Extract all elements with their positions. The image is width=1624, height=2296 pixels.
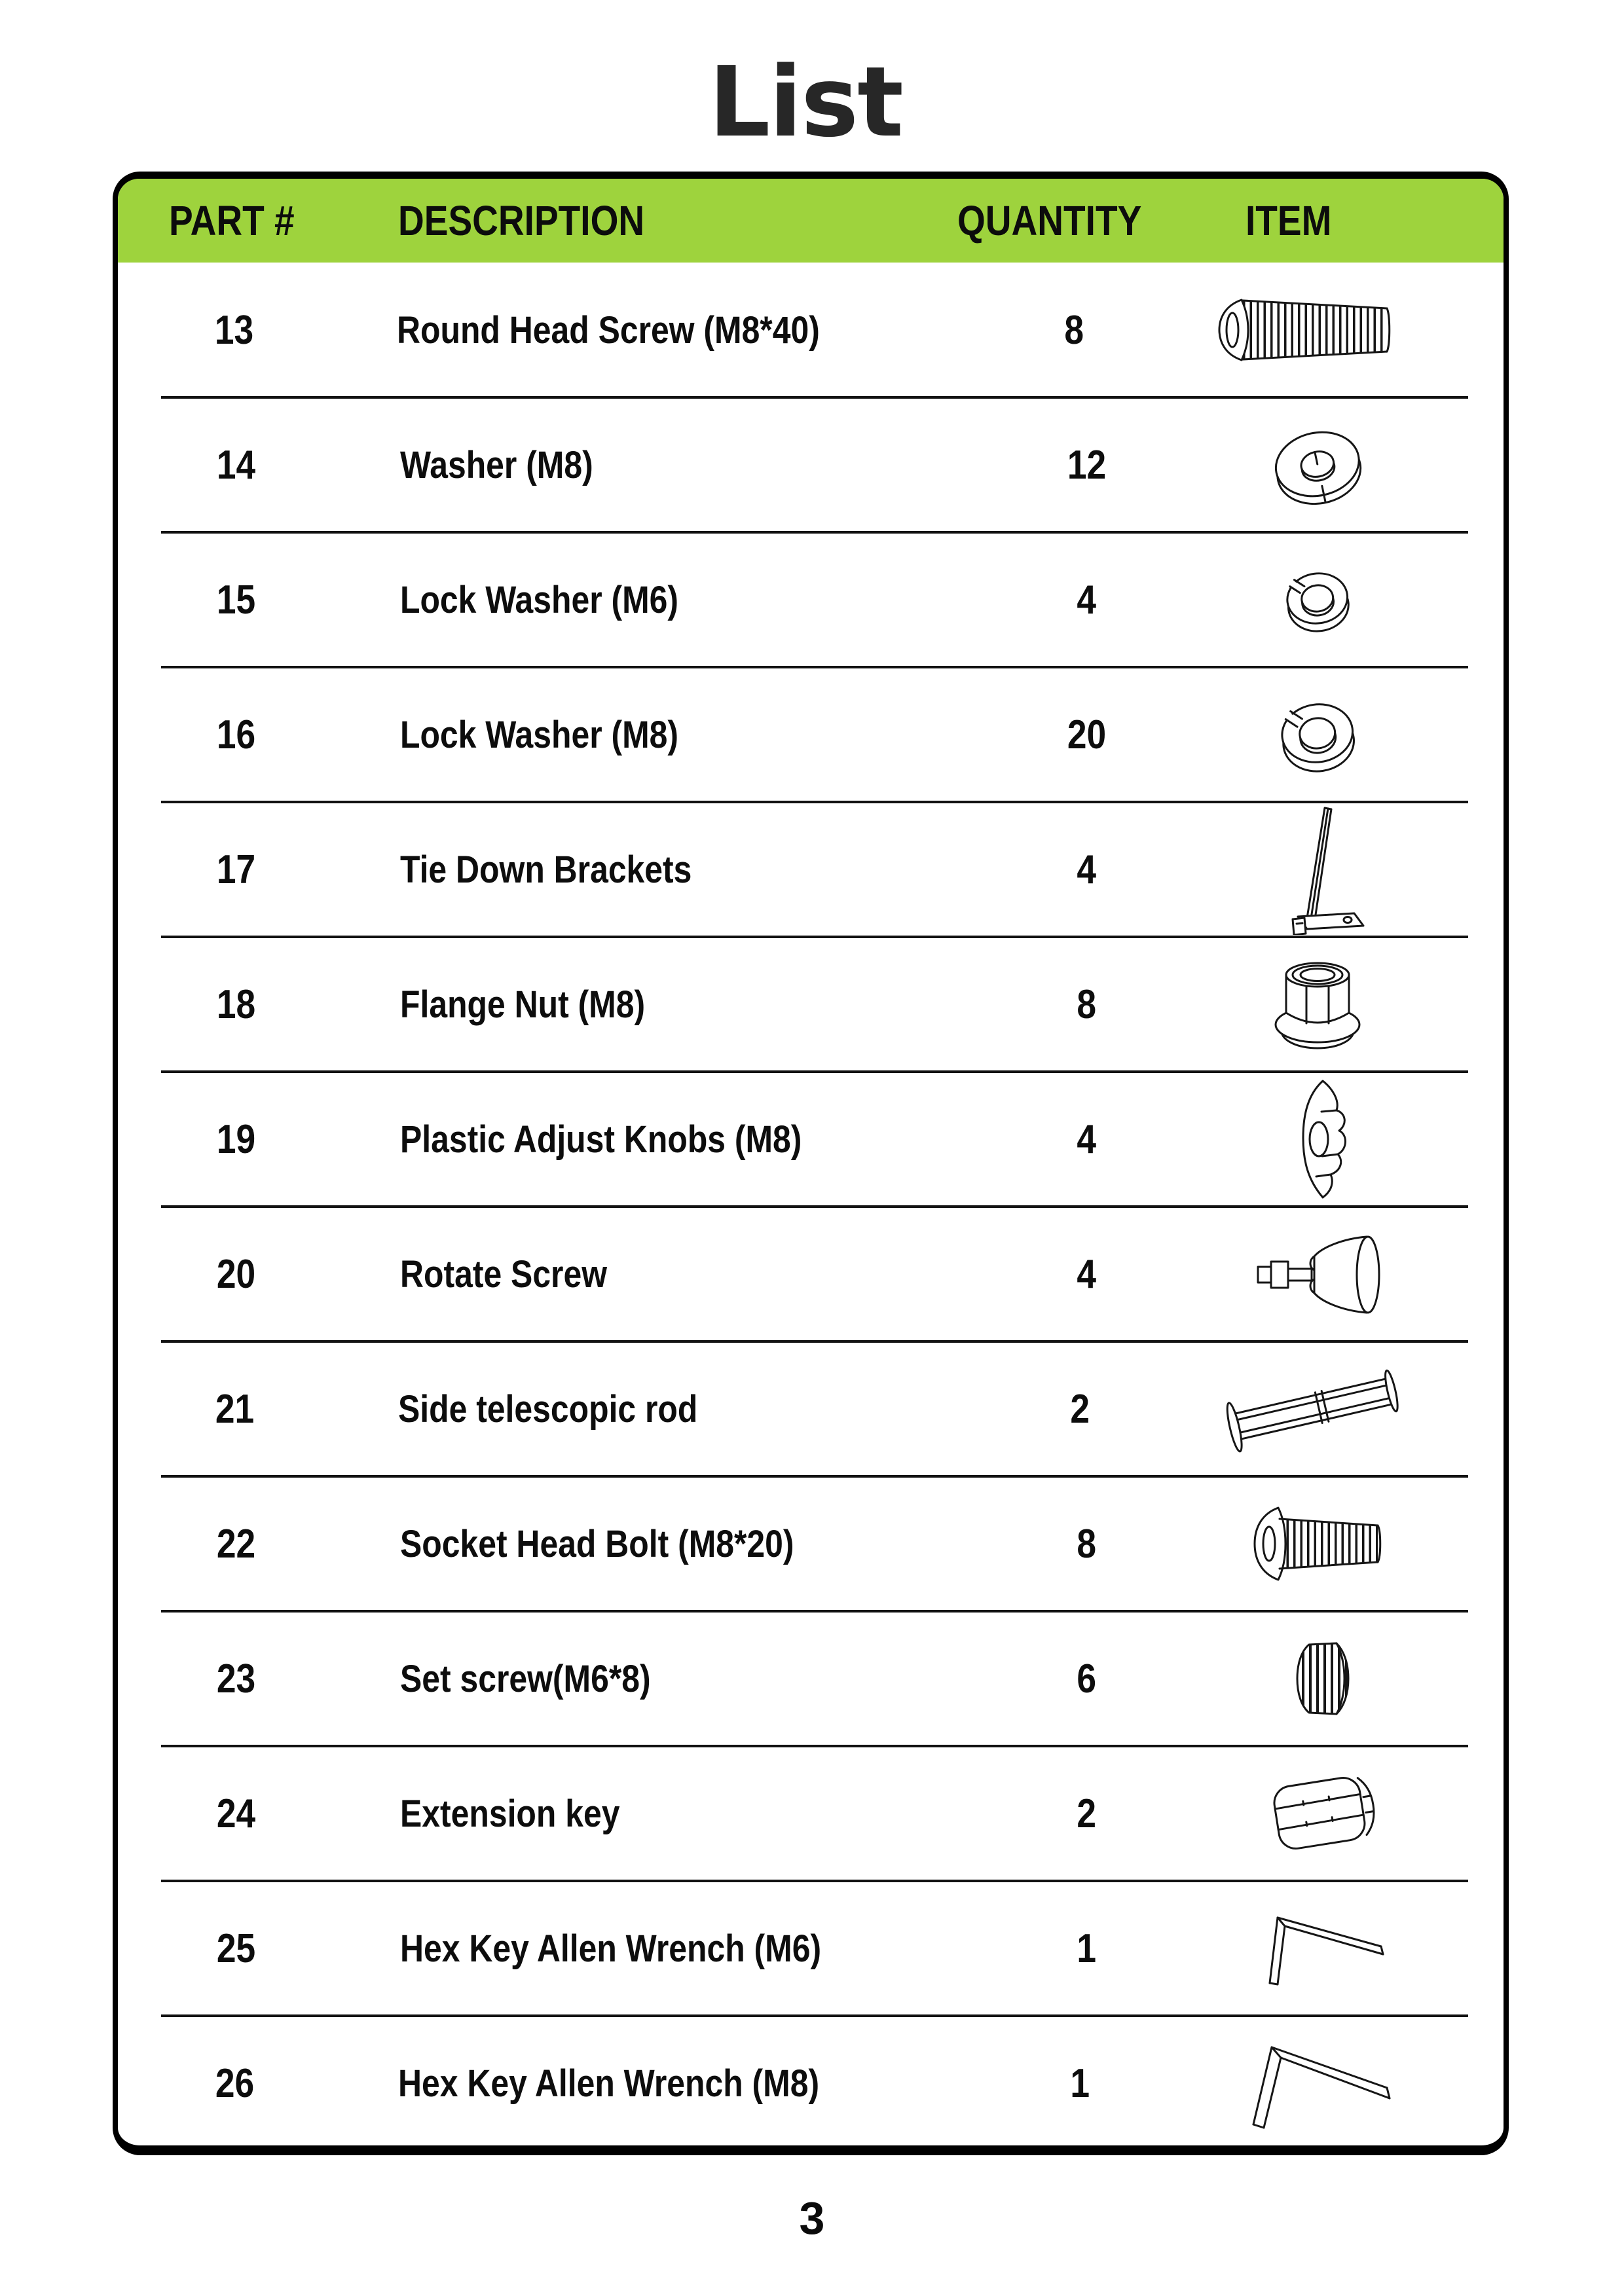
table-row: 23 Set screw(M6*8) 6 xyxy=(118,1611,1504,1747)
part-number: 13 xyxy=(214,307,254,353)
part-description: Set screw(M6*8) xyxy=(400,1657,651,1700)
part-description: Plastic Adjust Knobs (M8) xyxy=(400,1118,802,1161)
part-description: Side telescopic rod xyxy=(398,1387,698,1430)
set-screw-icon xyxy=(1296,1642,1350,1715)
table-row: 14 Washer (M8) 12 xyxy=(118,397,1504,534)
part-number: 23 xyxy=(216,1656,255,1702)
part-number: 15 xyxy=(216,577,255,623)
telescopic-rod-icon xyxy=(1226,1369,1399,1453)
part-item xyxy=(1223,1755,1504,1872)
part-quantity: 4 xyxy=(1077,1251,1097,1297)
table-row: 21 Side telescopic rod 2 xyxy=(118,1341,1504,1478)
hex-key-m6-icon xyxy=(1268,1916,1384,1986)
part-quantity: 2 xyxy=(1070,1386,1090,1432)
socket-head-bolt-icon xyxy=(1253,1506,1382,1580)
part-description: Flange Nut (M8) xyxy=(400,983,646,1026)
part-description: Rotate Screw xyxy=(400,1252,608,1296)
part-description: Lock Washer (M6) xyxy=(400,578,678,621)
part-number: 26 xyxy=(215,2060,255,2106)
part-item xyxy=(1223,1899,1504,1997)
table-row: 20 Rotate Screw 4 xyxy=(118,1207,1504,1343)
part-number: 17 xyxy=(216,847,255,892)
part-item xyxy=(1223,1490,1504,1598)
part-number: 22 xyxy=(216,1521,255,1567)
part-quantity: 4 xyxy=(1077,847,1097,892)
part-description: Washer (M8) xyxy=(400,443,593,486)
header-description: DESCRIPTION xyxy=(398,197,645,244)
part-quantity: 20 xyxy=(1067,712,1107,757)
part-quantity: 2 xyxy=(1077,1791,1097,1836)
part-item xyxy=(1223,679,1504,790)
table-header: PART # DESCRIPTION QUANTITY ITEM xyxy=(118,179,1504,263)
table-row: 13 Round Head Screw (M8*40) 8 xyxy=(118,263,1504,399)
table-row: 15 Lock Washer (M6) 4 xyxy=(118,532,1504,668)
table-row: 24 Extension key 2 xyxy=(118,1746,1504,1882)
table-body: 13 Round Head Screw (M8*40) 8 14 Washer … xyxy=(118,263,1504,2151)
part-item xyxy=(1223,1076,1504,1203)
parts-table: PART # DESCRIPTION QUANTITY ITEM 13 Roun… xyxy=(113,172,1509,2155)
part-description: Tie Down Brackets xyxy=(400,848,692,891)
lock-washer-m8-icon xyxy=(1281,703,1355,773)
part-number: 24 xyxy=(216,1791,255,1836)
part-item xyxy=(1223,804,1504,935)
part-description: Socket Head Bolt (M8*20) xyxy=(400,1522,794,1565)
page-number: 3 xyxy=(799,2193,825,2244)
flange-nut-icon xyxy=(1274,962,1361,1049)
header-item: ITEM xyxy=(1246,197,1332,244)
part-number: 14 xyxy=(216,442,255,488)
lock-washer-m6-icon xyxy=(1286,572,1350,632)
table-row: 19 Plastic Adjust Knobs (M8) 4 xyxy=(118,1072,1504,1208)
part-item xyxy=(1215,1357,1504,1461)
part-quantity: 12 xyxy=(1067,442,1107,488)
hex-key-m8-icon xyxy=(1252,2046,1391,2129)
washer-icon xyxy=(1274,431,1362,505)
rotate-screw-icon xyxy=(1257,1235,1380,1313)
part-number: 21 xyxy=(215,1386,255,1432)
part-quantity: 1 xyxy=(1070,2060,1090,2106)
table-row: 17 Tie Down Brackets 4 xyxy=(118,802,1504,938)
part-quantity: 8 xyxy=(1077,981,1097,1027)
header-part: PART # xyxy=(169,197,295,244)
part-number: 16 xyxy=(216,712,255,757)
header-quantity: QUANTITY xyxy=(957,197,1142,244)
table-row: 25 Hex Key Allen Wrench (M6) 1 xyxy=(118,1881,1504,2017)
table-row: 16 Lock Washer (M8) 20 xyxy=(118,667,1504,803)
part-number: 18 xyxy=(216,981,255,1027)
part-item xyxy=(1209,281,1504,379)
part-description: Round Head Screw (M8*40) xyxy=(397,308,820,352)
part-description: Hex Key Allen Wrench (M8) xyxy=(398,2062,820,2105)
part-quantity: 4 xyxy=(1077,577,1097,623)
part-description: Lock Washer (M8) xyxy=(400,713,678,756)
part-quantity: 4 xyxy=(1077,1116,1097,1162)
part-quantity: 6 xyxy=(1077,1656,1097,1702)
part-number: 20 xyxy=(216,1251,255,1297)
page-title: List xyxy=(709,46,904,158)
part-item xyxy=(1223,409,1504,520)
part-quantity: 8 xyxy=(1077,1521,1097,1567)
tie-down-bracket-icon xyxy=(1291,807,1365,935)
part-item xyxy=(1215,2028,1504,2139)
part-description: Extension key xyxy=(400,1792,620,1835)
round-head-screw-icon xyxy=(1218,299,1391,361)
part-item xyxy=(1223,1626,1504,1731)
table-row: 26 Hex Key Allen Wrench (M8) 1 xyxy=(118,2016,1504,2151)
part-quantity: 1 xyxy=(1077,1925,1097,1971)
table-row: 22 Socket Head Bolt (M8*20) 8 xyxy=(118,1476,1504,1613)
part-item xyxy=(1223,947,1504,1062)
part-number: 19 xyxy=(216,1116,255,1162)
part-number: 25 xyxy=(216,1925,255,1971)
part-item xyxy=(1223,547,1504,652)
adjust-knob-icon xyxy=(1302,1080,1346,1198)
part-item xyxy=(1223,1217,1504,1332)
table-row: 18 Flange Nut (M8) 8 xyxy=(118,937,1504,1073)
part-quantity: 8 xyxy=(1064,307,1084,353)
part-description: Hex Key Allen Wrench (M6) xyxy=(400,1927,822,1970)
extension-key-icon xyxy=(1273,1777,1375,1850)
